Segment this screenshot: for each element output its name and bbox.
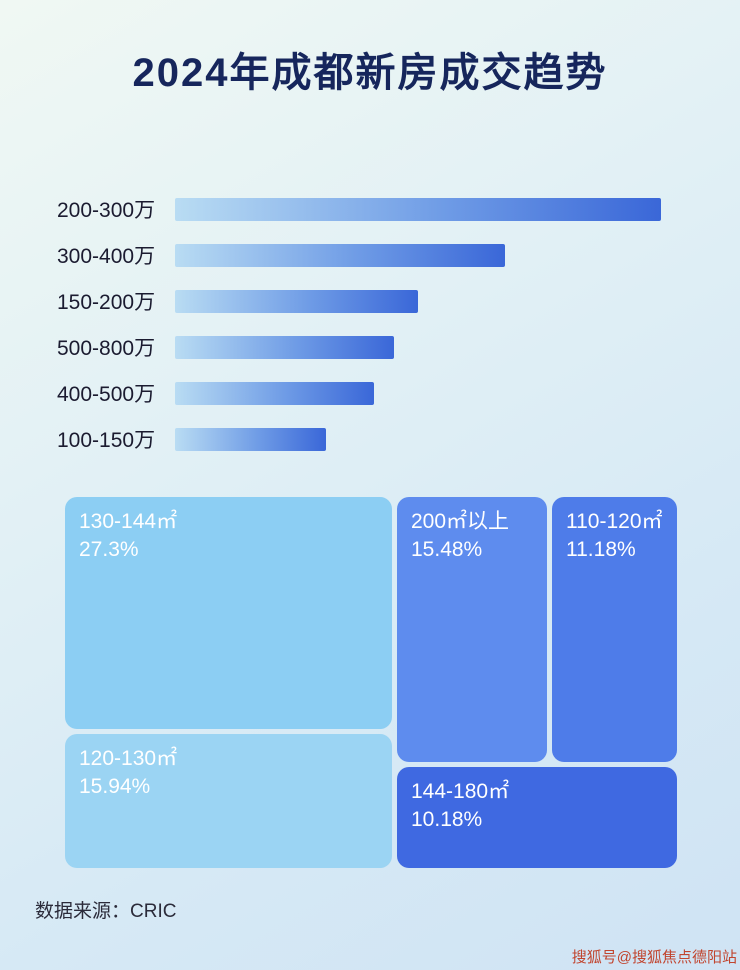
bar-category-label: 300-400万 [57,245,156,268]
treemap-block-value: 15.94% [79,775,151,799]
bar-row: 200-300万 [57,186,661,232]
bar [175,335,394,359]
bar-track [175,289,661,313]
treemap-block-label: 200㎡以上 [411,510,510,533]
bar-track [175,335,661,359]
bar-category-label: 500-800万 [57,337,156,360]
treemap-block-130-144: 130-144㎡ 27.3% [65,497,392,729]
bar-category-label: 400-500万 [57,383,156,406]
treemap-block-label: 130-144㎡ [79,510,178,533]
treemap-block-value: 11.18% [566,538,636,562]
bar-row: 500-800万 [57,324,661,370]
treemap-block-110-120: 110-120㎡ 11.18% [552,497,677,762]
treemap-block-label: 144-180㎡ [411,780,510,803]
unit-area-treemap: 130-144㎡ 27.3% 120-130㎡ 15.94% 200㎡以上 15… [65,497,677,868]
page-title: 2024年成都新房成交趋势 [132,51,608,95]
treemap-block-value: 27.3% [79,538,139,562]
bar [175,197,661,221]
treemap-block-label: 110-120㎡ [566,510,663,533]
bar [175,381,375,405]
bar-row: 400-500万 [57,370,661,416]
bar-row: 300-400万 [57,232,661,278]
bar-track [175,381,661,405]
bar-row: 100-150万 [57,416,661,462]
bar [175,427,326,451]
bar-track [175,427,661,451]
bar-category-label: 150-200万 [57,291,156,314]
treemap-block-value: 10.18% [411,808,483,832]
bar-row: 150-200万 [57,278,661,324]
data-source-label: 数据来源：CRIC [35,901,177,922]
treemap-block-144-180: 144-180㎡ 10.18% [397,767,677,868]
treemap-block-200-plus: 200㎡以上 15.48% [397,497,547,762]
treemap-block-label: 120-130㎡ [79,747,178,770]
treemap-block-120-130: 120-130㎡ 15.94% [65,734,392,868]
price-range-bar-chart: 200-300万 300-400万 150-200万 500-800万 400-500万… [57,186,661,462]
bar-category-label: 200-300万 [57,199,156,222]
bar [175,243,506,267]
treemap-block-value: 15.48% [411,538,483,562]
bar-track [175,243,661,267]
bar [175,289,418,313]
watermark-text: 搜狐号@搜狐焦点德阳站 [571,949,737,966]
bar-track [175,197,661,221]
bar-category-label: 100-150万 [57,429,156,452]
